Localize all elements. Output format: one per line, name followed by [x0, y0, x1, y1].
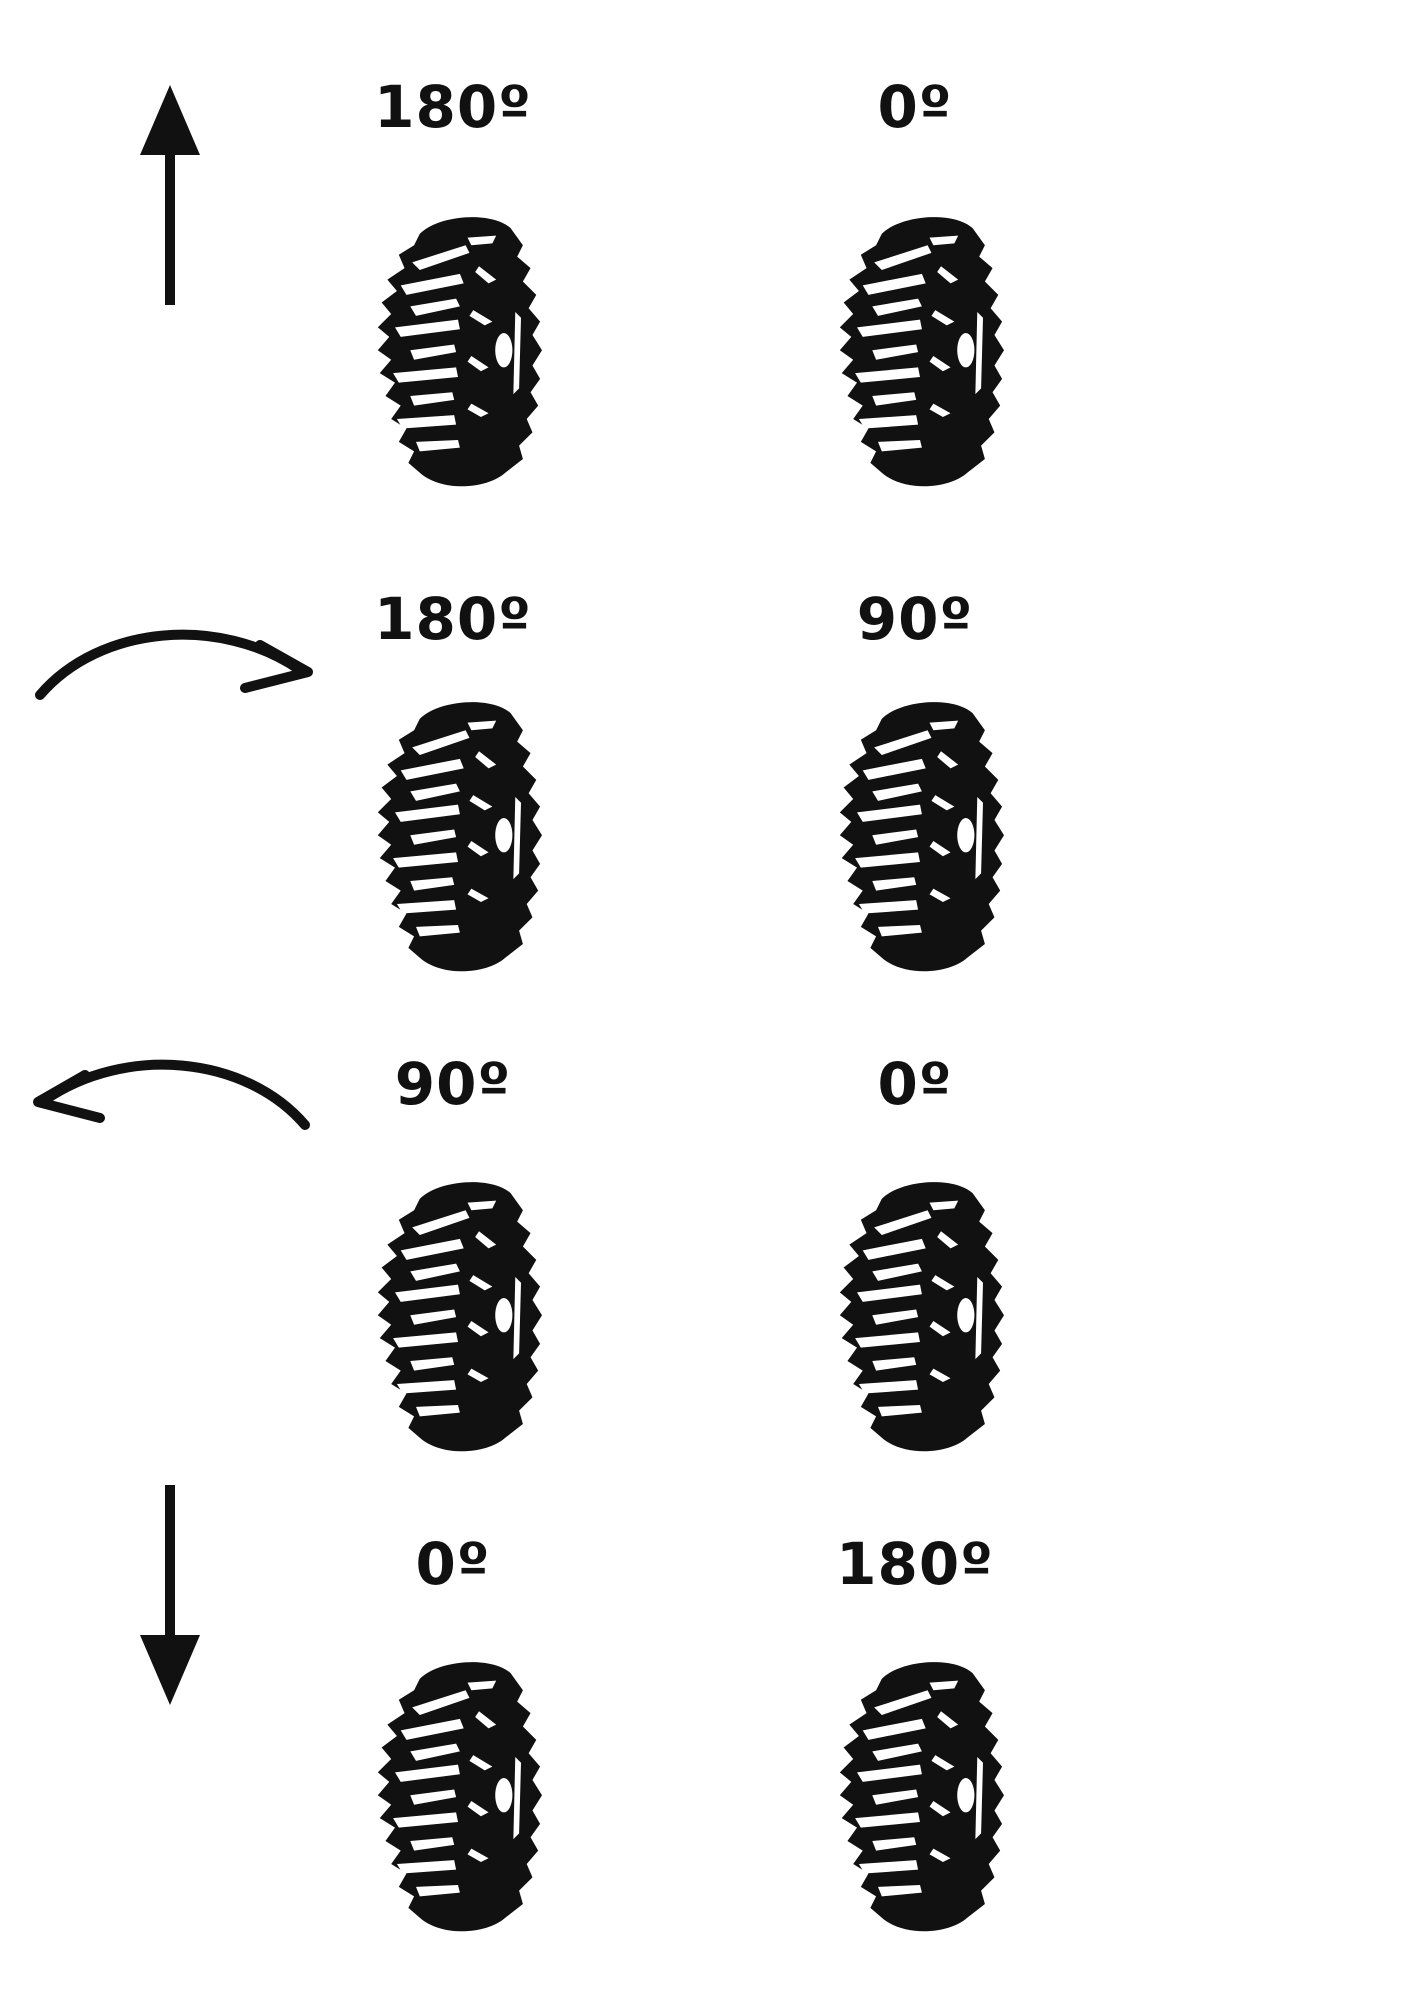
down-arrow-icon [140, 1485, 200, 1705]
row-3-left-angle-label: 90º [394, 1050, 512, 1118]
row-2-left-angle-label: 180º [374, 585, 532, 653]
tire-icon [377, 1182, 542, 1452]
row-1-right-angle-label: 0º [877, 73, 953, 141]
row-3-right-angle-label: 0º [877, 1050, 953, 1118]
curved-left-arrow-icon [33, 1059, 310, 1130]
tire-icon [839, 217, 1004, 487]
row-2-right-angle-label: 90º [856, 585, 974, 653]
row-1-left-angle-label: 180º [374, 73, 532, 141]
tire-icon [839, 1662, 1004, 1932]
up-arrow-icon [140, 85, 200, 305]
curved-right-arrow-icon [35, 629, 313, 700]
tire-icon [377, 702, 542, 972]
row-4-right-angle-label: 180º [836, 1530, 994, 1598]
tire-icon [377, 1662, 542, 1932]
tire-icon [839, 702, 1004, 972]
tire-icon [839, 1182, 1004, 1452]
tire-icon [377, 217, 542, 487]
row-4-left-angle-label: 0º [415, 1530, 491, 1598]
